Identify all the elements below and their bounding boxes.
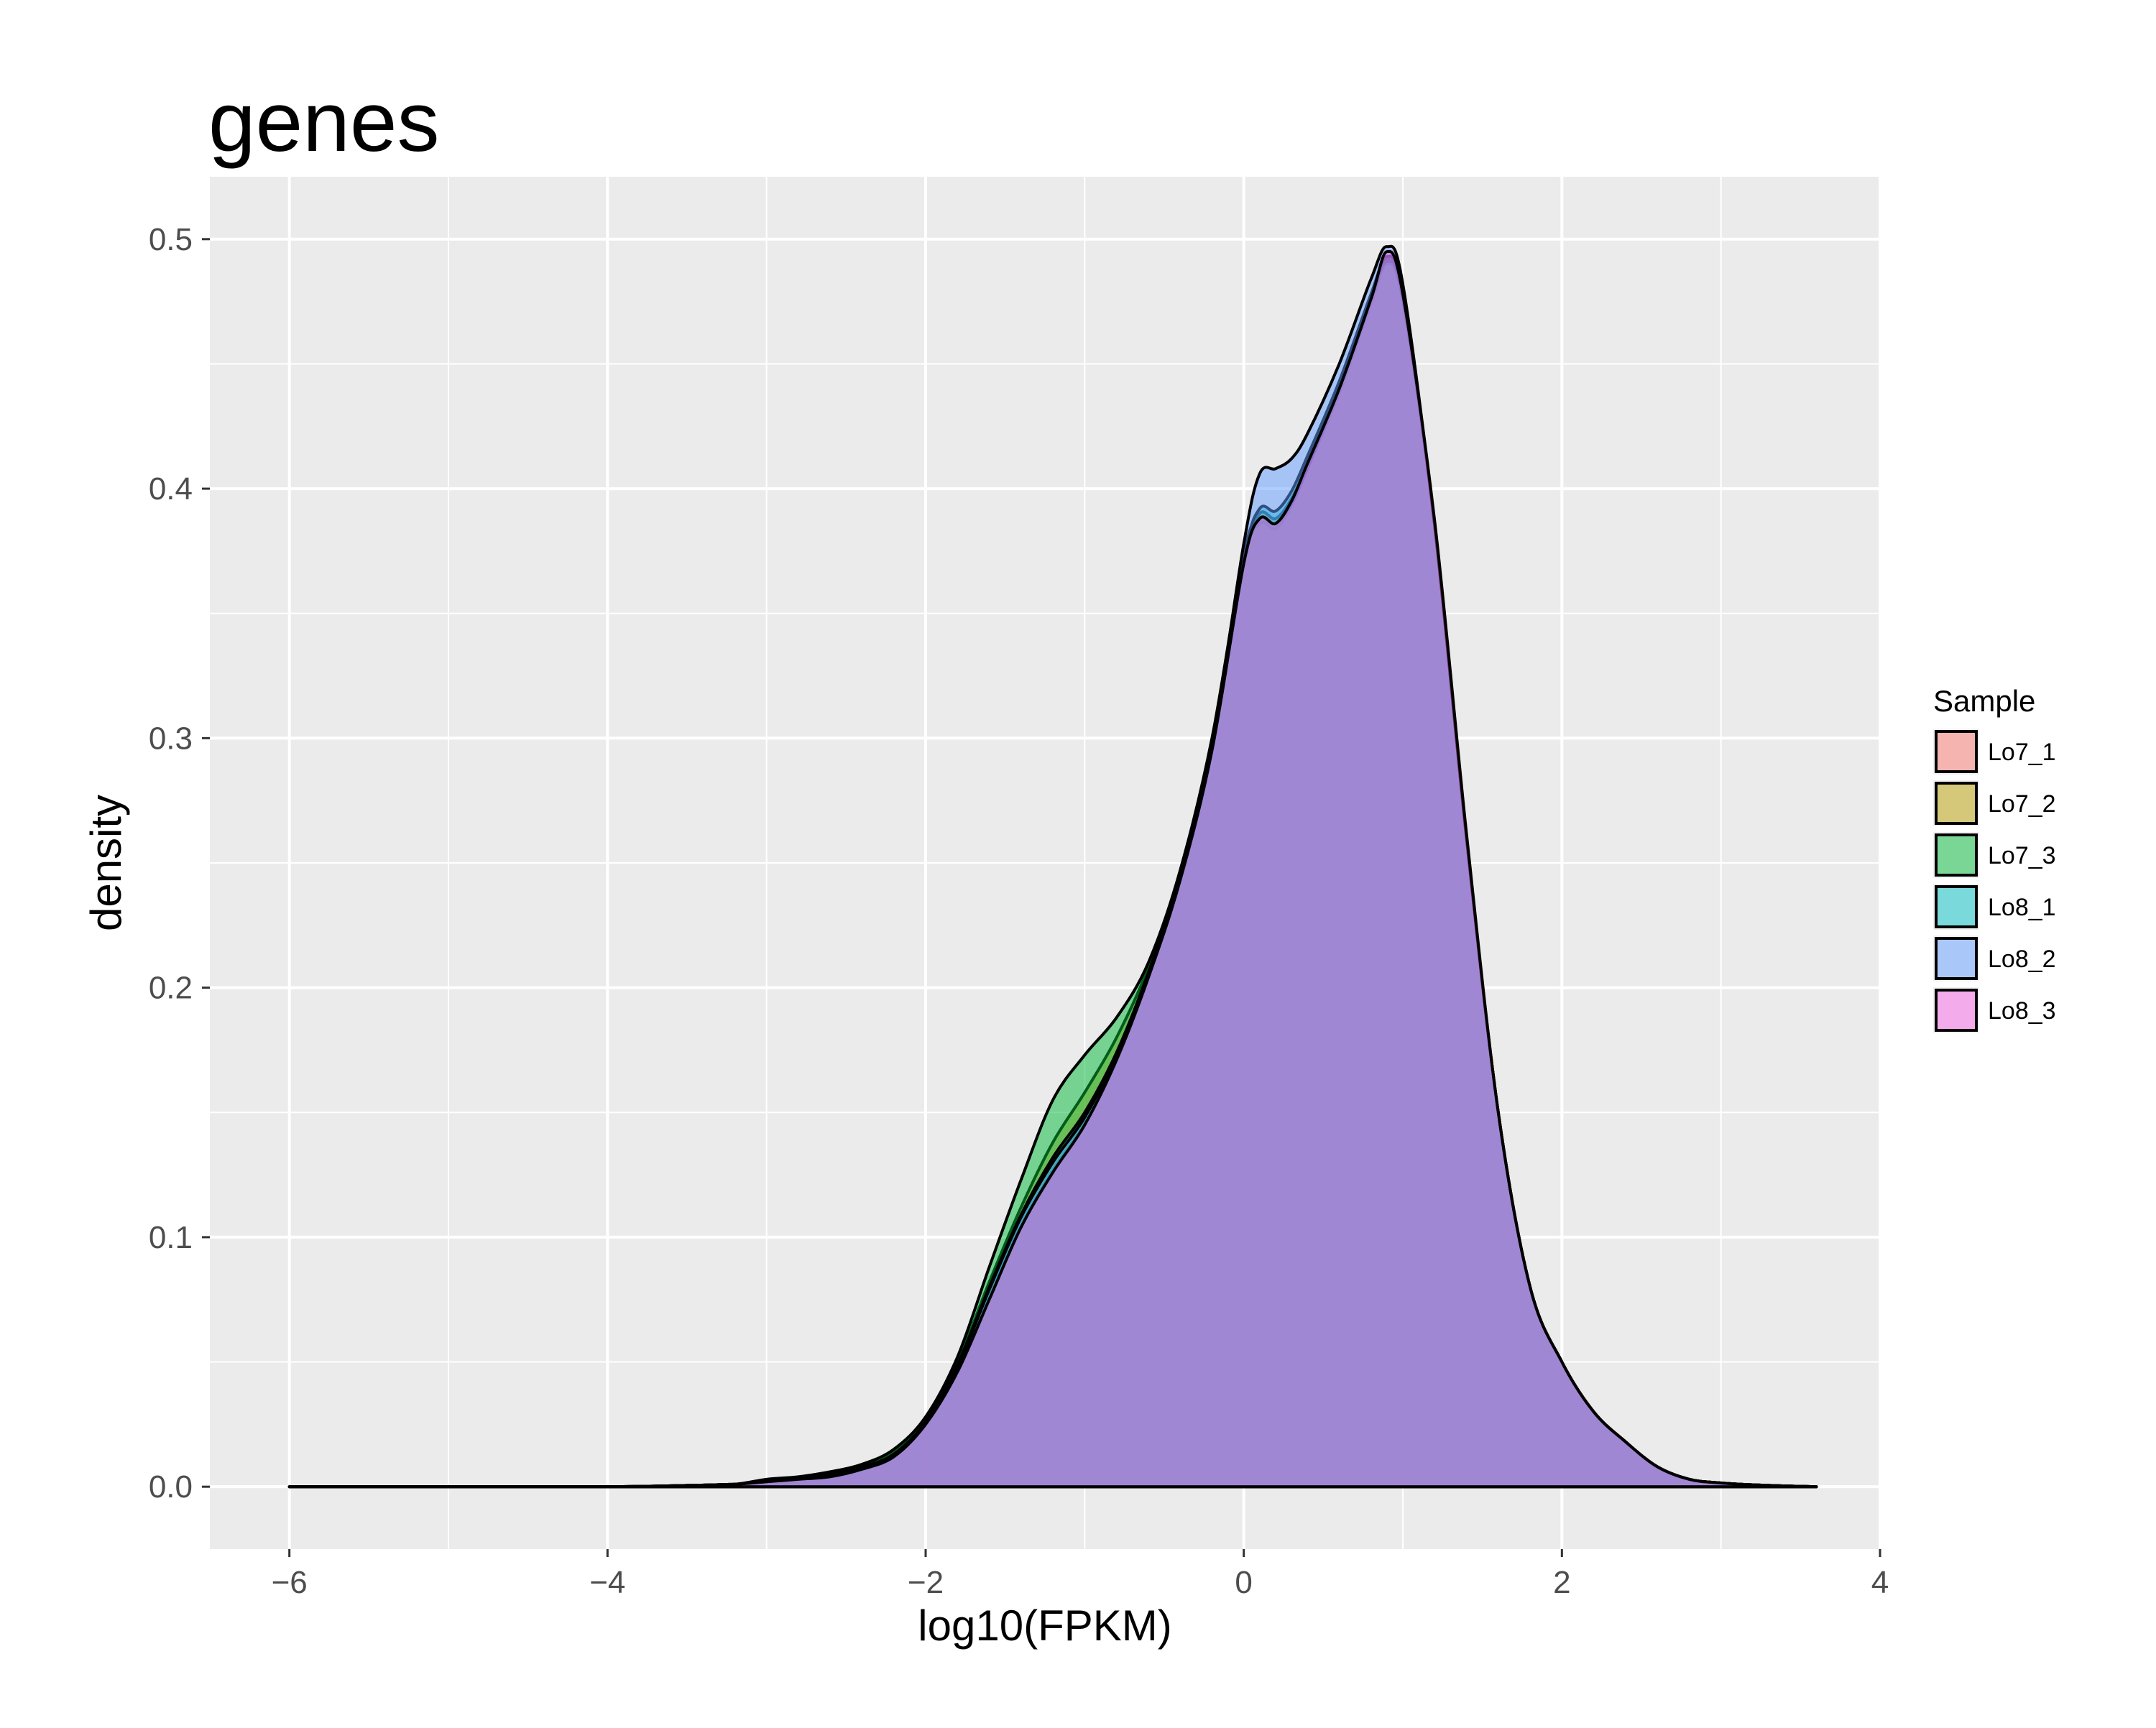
y-tick-label: 0.1: [149, 1220, 193, 1255]
legend-label: Lo8_1: [1988, 894, 2056, 921]
y-tick-label: 0.3: [149, 721, 193, 756]
x-tick-label: −4: [589, 1565, 625, 1600]
x-tick-label: −6: [272, 1565, 308, 1600]
legend-swatch: [1935, 730, 1978, 773]
legend-swatch: [1935, 833, 1978, 877]
y-axis-title: density: [82, 795, 130, 931]
legend-label: Lo8_3: [1988, 997, 2056, 1025]
chart-title: genes: [208, 75, 440, 170]
x-tick-label: −2: [908, 1565, 944, 1600]
legend-swatch: [1935, 937, 1978, 980]
legend: Sample Lo7_1 Lo7_2 Lo7_3 Lo8_1 Lo8_2 Lo8_3: [1933, 684, 2056, 1033]
y-tick-label: 0.5: [149, 222, 193, 257]
x-tick-label: 4: [1871, 1565, 1889, 1600]
legend-title: Sample: [1933, 684, 2035, 718]
density-areas: [287, 244, 1818, 1489]
legend-label: Lo7_2: [1988, 790, 2056, 818]
density-area-lo8-3: [287, 249, 1818, 1489]
legend-label: Lo7_1: [1988, 739, 2056, 766]
legend-swatch: [1935, 885, 1978, 928]
legend-label: Lo7_3: [1988, 842, 2056, 869]
x-axis-title: log10(FPKM): [918, 1602, 1171, 1650]
x-tick-label: 0: [1235, 1565, 1252, 1600]
axes: −6 −4 −2 0 2 4 0.0 0.1 0.2 0.3 0.4 0.5: [149, 222, 1889, 1600]
y-tick-label: 0.4: [149, 471, 193, 507]
legend-swatch: [1935, 989, 1978, 1032]
legend-items: Lo7_1 Lo7_2 Lo7_3 Lo8_1 Lo8_2 Lo8_3: [1933, 729, 2056, 1033]
y-tick-label: 0.2: [149, 971, 193, 1006]
x-tick-label: 2: [1553, 1565, 1570, 1600]
y-tick-label: 0.0: [149, 1469, 193, 1505]
legend-label: Lo8_2: [1988, 946, 2056, 973]
legend-swatch: [1935, 782, 1978, 825]
